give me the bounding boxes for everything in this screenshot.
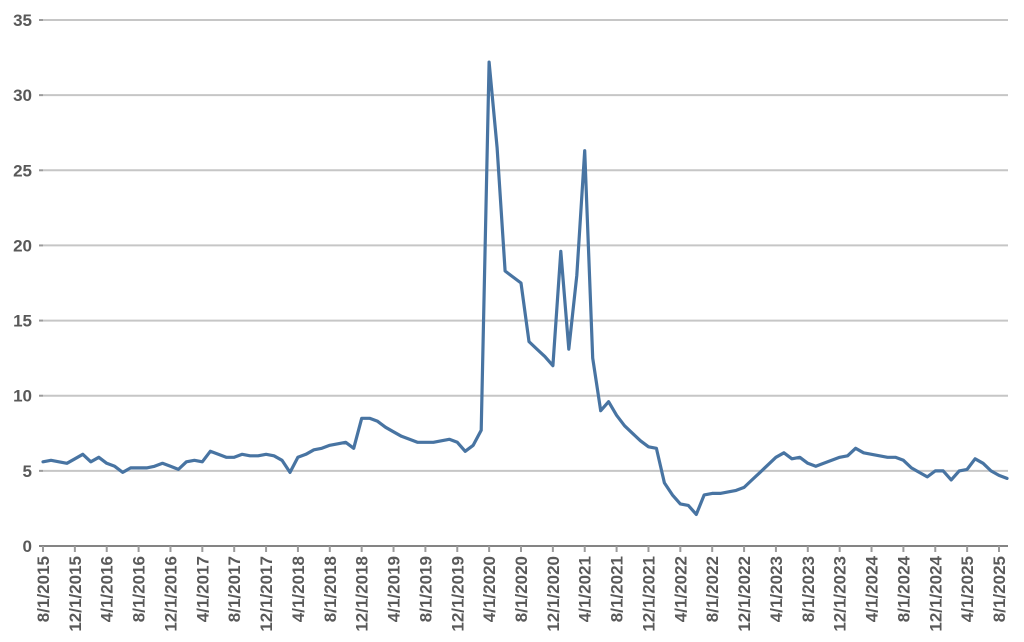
x-axis-label: 4/1/2020 bbox=[480, 556, 499, 622]
y-axis-label: 30 bbox=[13, 86, 32, 105]
y-axis-label: 10 bbox=[13, 387, 32, 406]
data-series-line bbox=[41, 60, 1009, 517]
x-axis-label: 8/1/2022 bbox=[703, 556, 722, 622]
x-axis-label: 4/1/2022 bbox=[671, 556, 690, 622]
x-axis-label: 8/1/2024 bbox=[894, 555, 913, 622]
x-axis-label: 8/1/2015 bbox=[34, 556, 53, 622]
x-axis-label: 8/1/2018 bbox=[321, 556, 340, 622]
y-axis-label: 25 bbox=[13, 161, 32, 180]
x-axis-label: 12/1/2018 bbox=[353, 556, 372, 632]
x-axis-label: 12/1/2015 bbox=[66, 556, 85, 632]
y-axis-label: 0 bbox=[23, 537, 32, 556]
x-axis-label: 12/1/2017 bbox=[257, 556, 276, 632]
x-axis-label: 8/1/2023 bbox=[799, 556, 818, 622]
x-axis-label: 4/1/2025 bbox=[958, 556, 977, 622]
x-axis-label: 4/1/2024 bbox=[863, 555, 882, 622]
x-axis-label: 12/1/2021 bbox=[639, 556, 658, 632]
x-axis-label: 4/1/2023 bbox=[767, 556, 786, 622]
x-axis-label: 8/1/2021 bbox=[608, 556, 627, 622]
x-axis-label: 4/1/2021 bbox=[576, 556, 595, 622]
x-axis-label: 8/1/2016 bbox=[130, 556, 149, 622]
y-axis-label: 20 bbox=[13, 236, 32, 255]
x-axis-label: 8/1/2019 bbox=[416, 556, 435, 622]
x-axis-label: 4/1/2018 bbox=[289, 556, 308, 622]
x-axis-label: 8/1/2020 bbox=[512, 556, 531, 622]
y-axis-label: 35 bbox=[13, 11, 32, 30]
x-axis-label: 12/1/2020 bbox=[544, 556, 563, 632]
y-axis-label: 15 bbox=[13, 312, 32, 331]
y-axis-label: 5 bbox=[23, 462, 32, 481]
x-axis-label: 12/1/2019 bbox=[448, 556, 467, 632]
x-axis-label: 8/1/2025 bbox=[990, 556, 1009, 622]
x-axis-label: 12/1/2023 bbox=[831, 556, 850, 632]
x-axis-label: 4/1/2016 bbox=[98, 556, 117, 622]
x-axis-label: 12/1/2024 bbox=[926, 555, 945, 631]
x-axis-label: 8/1/2017 bbox=[225, 556, 244, 622]
x-axis-label: 12/1/2022 bbox=[735, 556, 754, 632]
x-axis-label: 12/1/2016 bbox=[161, 556, 180, 632]
x-axis-label: 4/1/2017 bbox=[193, 556, 212, 622]
x-axis-label: 4/1/2019 bbox=[385, 556, 404, 622]
